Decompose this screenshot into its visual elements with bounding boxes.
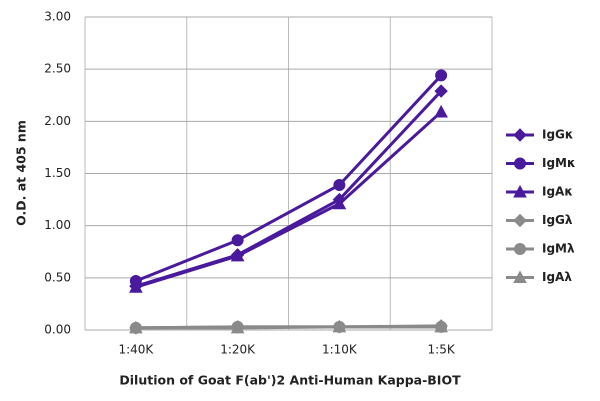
data-point [434, 84, 448, 98]
x-tick-label: 1:10K [322, 343, 358, 357]
series-line [135, 110, 443, 289]
y-tick-label: 2.50 [44, 62, 71, 76]
series-line [135, 74, 443, 283]
legend-marker [513, 213, 527, 228]
data-point [332, 196, 347, 210]
data-point [129, 280, 143, 293]
data-point [230, 248, 245, 262]
y-tick-label: 1.50 [44, 166, 71, 180]
data-point [434, 319, 448, 333]
legend-marker [513, 128, 527, 142]
legend-label: IgGκ [542, 128, 573, 142]
data-point [332, 319, 347, 333]
legend-marker [514, 243, 526, 255]
series-line [135, 325, 442, 330]
data-point [333, 178, 346, 191]
x-tick-label: 1:5K [428, 343, 456, 357]
data-point [435, 69, 448, 82]
data-point [231, 234, 244, 247]
legend-label: IgAλ [542, 270, 572, 284]
y-tick-label: 2.00 [44, 114, 71, 128]
legend-label: IgAκ [542, 185, 573, 199]
x-axis-title: Dilution of Goat F(ab')2 Anti-Human Kapp… [119, 373, 461, 388]
data-point [230, 320, 245, 334]
legend-label: IgMλ [542, 242, 575, 256]
legend-marker [513, 184, 527, 198]
legend-marker [514, 157, 526, 170]
y-axis-title: O.D. at 405 nm [14, 120, 29, 226]
x-tick-label: 1:40K [118, 343, 154, 357]
y-tick-label: 3.00 [44, 10, 71, 24]
legend-label: IgGλ [542, 213, 573, 227]
legend-label: IgMκ [542, 156, 576, 170]
data-point [434, 104, 448, 118]
y-tick-label: 1.00 [44, 218, 71, 232]
data-point [129, 320, 143, 334]
y-tick-label: 0.50 [44, 270, 71, 284]
legend-marker [513, 270, 527, 283]
x-tick-label: 1:20K [220, 343, 256, 357]
y-tick-label: 0.00 [44, 323, 71, 337]
